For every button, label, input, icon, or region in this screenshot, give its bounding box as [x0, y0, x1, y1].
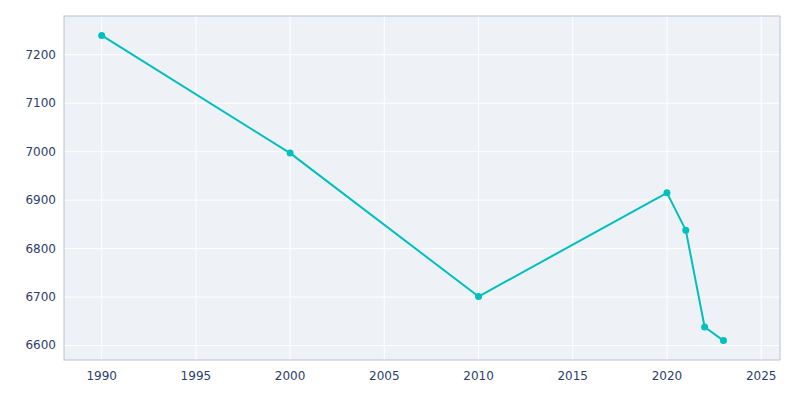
chart-container: 1990 1995 2000 2005 2010 2015 2020 2025 6600 6700…: [0, 0, 800, 400]
y-tick-label: 7000: [25, 145, 56, 159]
y-tick-label: 6800: [25, 242, 56, 256]
y-grid-line: [64, 248, 780, 249]
plot-frame: [64, 16, 780, 360]
y-tick-label: 7200: [25, 48, 56, 62]
x-tick-label: 1990: [86, 369, 117, 383]
x-tick-label: 2020: [652, 369, 683, 383]
series: [98, 32, 727, 344]
line: [102, 35, 724, 340]
x-grid-line: [572, 16, 573, 360]
x-grid-line: [478, 16, 479, 360]
x-tick-label: 2005: [369, 369, 400, 383]
x-grid-line: [195, 16, 196, 360]
plot-background: [64, 16, 780, 360]
marker: [475, 293, 482, 300]
y-grid-line: [64, 200, 780, 201]
x-grid-line: [384, 16, 385, 360]
y-grid-line: [64, 345, 780, 346]
y-tick-label: 6900: [25, 193, 56, 207]
x-grid-line: [101, 16, 102, 360]
chart-svg: 1990 1995 2000 2005 2010 2015 2020 2025 6600 6700…: [0, 0, 800, 400]
x-tick-label: 2000: [275, 369, 306, 383]
y-grid-line: [64, 103, 780, 104]
y-grid-line: [64, 151, 780, 152]
x-grid-line: [666, 16, 667, 360]
tick-labels: 1990 1995 2000 2005 2010 2015 2020 2025 6600 6700…: [25, 48, 776, 383]
x-tick-label: 2010: [463, 369, 494, 383]
y-grid-line: [64, 54, 780, 55]
grid: [64, 16, 780, 360]
x-tick-label: 2015: [557, 369, 588, 383]
y-tick-label: 7100: [25, 96, 56, 110]
marker: [682, 227, 689, 234]
y-tick-label: 6700: [25, 290, 56, 304]
marker: [98, 32, 105, 39]
marker: [720, 337, 727, 344]
marker: [287, 150, 294, 157]
x-grid-line: [290, 16, 291, 360]
marker: [701, 324, 708, 331]
marker: [663, 189, 670, 196]
x-tick-label: 1995: [181, 369, 212, 383]
x-tick-label: 2025: [746, 369, 777, 383]
y-grid-line: [64, 297, 780, 298]
y-tick-label: 6600: [25, 338, 56, 352]
x-grid-line: [761, 16, 762, 360]
